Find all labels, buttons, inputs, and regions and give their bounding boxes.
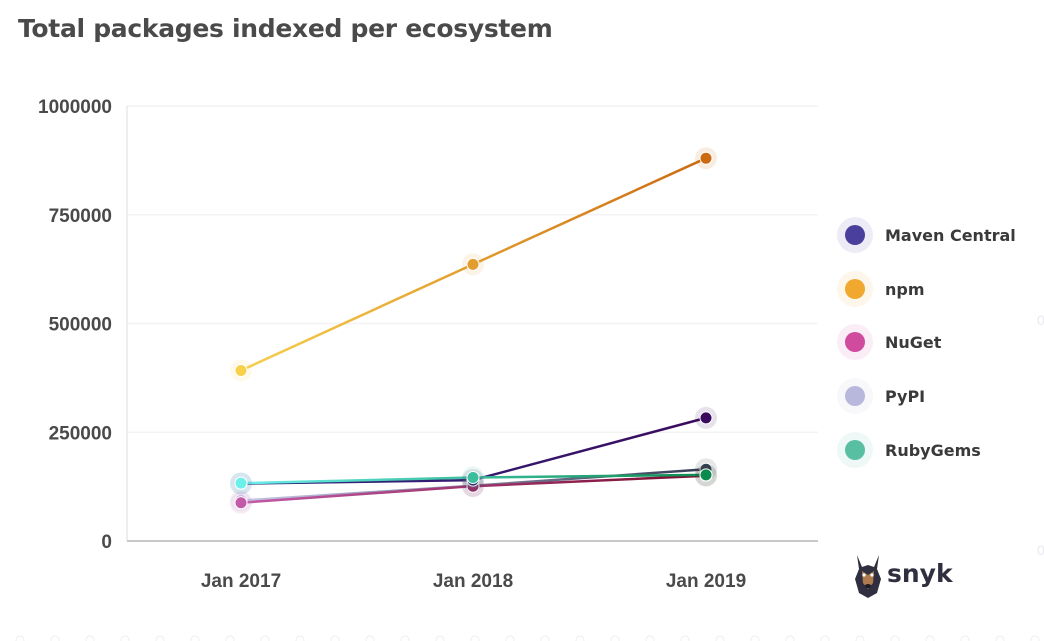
y-tick-label: 500000	[49, 315, 112, 336]
x-tick-label: Jan 2019	[666, 571, 746, 592]
y-tick-label: 1000000	[38, 97, 112, 118]
data-point-nuget[interactable]	[234, 496, 248, 510]
legend-marker	[845, 440, 865, 460]
x-tick-label: Jan 2017	[201, 571, 281, 592]
legend-item-maven-central[interactable]: Maven Central	[837, 217, 1016, 253]
legend: Maven Central npm NuGet PyPI RubyGems	[837, 217, 1016, 468]
faded-background-dot	[925, 635, 935, 641]
legend-item-npm[interactable]: npm	[837, 271, 925, 307]
faded-background-dot	[155, 635, 165, 641]
faded-background-text: 0	[1037, 312, 1044, 328]
legend-marker	[845, 225, 865, 245]
y-tick-label: 250000	[49, 423, 112, 444]
faded-background-dot	[820, 635, 830, 641]
faded-background-dot	[610, 635, 620, 641]
legend-marker	[845, 332, 865, 352]
faded-background-dot	[470, 635, 480, 641]
x-tick-label: Jan 2018	[433, 571, 513, 592]
faded-background-dot	[960, 635, 970, 641]
data-point-maven-central[interactable]	[699, 411, 713, 425]
brand-logo: snyk	[855, 555, 954, 598]
faded-background-dot	[785, 635, 795, 641]
faded-background-dot	[540, 635, 550, 641]
faded-background-dot	[190, 635, 200, 641]
gridlines	[127, 105, 818, 433]
series-lines	[239, 156, 708, 504]
data-point-npm[interactable]	[234, 363, 248, 377]
faded-background-dot	[995, 635, 1005, 641]
data-point-rubygems[interactable]	[699, 468, 713, 482]
y-tick-label: 750000	[49, 206, 112, 227]
faded-background-dot	[120, 635, 130, 641]
brand-name: snyk	[887, 559, 954, 588]
faded-background-dot	[260, 635, 270, 641]
data-point-rubygems[interactable]	[234, 476, 248, 490]
legend-label: NuGet	[885, 333, 942, 352]
faded-background-dot	[890, 635, 900, 641]
doberman-dog-icon	[855, 555, 881, 598]
data-point-npm[interactable]	[466, 257, 480, 271]
chart-title: Total packages indexed per ecosystem	[18, 14, 553, 43]
faded-background-dot	[435, 635, 445, 641]
faded-background-dot	[855, 635, 865, 641]
x-axis-ticks: Jan 2017 Jan 2018 Jan 2019	[201, 571, 746, 592]
faded-background-dot	[1030, 635, 1040, 641]
faded-background-dot	[15, 635, 25, 641]
faded-background-dot	[750, 635, 760, 641]
legend-item-rubygems[interactable]: RubyGems	[837, 432, 981, 468]
legend-label: npm	[885, 280, 925, 299]
legend-item-pypi[interactable]: PyPI	[837, 378, 925, 414]
data-points	[230, 147, 717, 514]
faded-background-dot	[575, 635, 585, 641]
faded-background-dot	[365, 635, 375, 641]
legend-item-nuget[interactable]: NuGet	[837, 324, 942, 360]
faded-background-text: 0	[1037, 542, 1044, 558]
faded-background-dot	[50, 635, 60, 641]
faded-background-dot	[225, 635, 235, 641]
data-point-npm[interactable]	[699, 151, 713, 165]
data-point-rubygems[interactable]	[466, 470, 480, 484]
legend-marker	[845, 279, 865, 299]
legend-label: PyPI	[885, 387, 925, 406]
legend-label: RubyGems	[885, 441, 981, 460]
faded-background-dot	[505, 635, 515, 641]
faded-background-dot	[680, 635, 690, 641]
y-axis-ticks: 0 250000 500000 750000 1000000	[38, 97, 112, 553]
axes	[126, 106, 818, 542]
faded-background-dot	[85, 635, 95, 641]
y-tick-label: 0	[101, 532, 112, 553]
legend-label: Maven Central	[885, 226, 1016, 245]
faded-background-dot	[400, 635, 410, 641]
faded-background-dot	[645, 635, 655, 641]
legend-marker	[845, 386, 865, 406]
faded-background-dot	[295, 635, 305, 641]
faded-background-decoration: 00	[15, 312, 1044, 641]
faded-background-dot	[330, 635, 340, 641]
faded-background-dot	[715, 635, 725, 641]
